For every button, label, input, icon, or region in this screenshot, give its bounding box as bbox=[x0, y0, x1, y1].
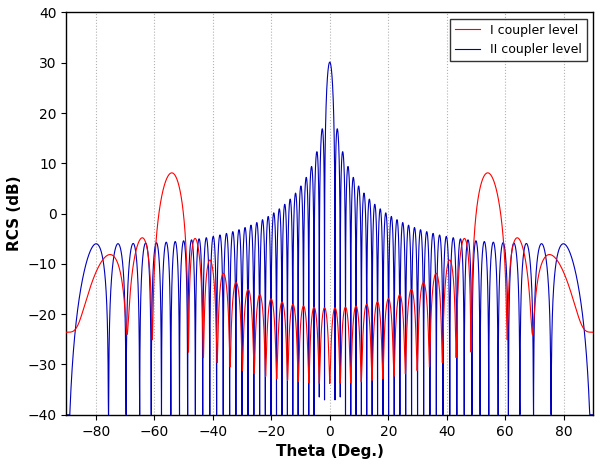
II coupler level bbox=[370, 233, 377, 239]
I coupler level bbox=[326, 381, 334, 386]
I coupler level bbox=[370, 348, 377, 354]
II coupler level bbox=[334, 128, 341, 134]
II coupler level bbox=[63, 412, 70, 418]
I coupler level bbox=[334, 322, 341, 328]
II coupler level bbox=[263, 226, 271, 232]
I coupler level bbox=[263, 336, 271, 341]
Line: II coupler level: II coupler level bbox=[67, 62, 593, 415]
Y-axis label: RCS (dB): RCS (dB) bbox=[7, 176, 22, 251]
Line: I coupler level: I coupler level bbox=[67, 173, 593, 384]
II coupler level bbox=[326, 59, 334, 65]
II coupler level bbox=[320, 195, 328, 200]
X-axis label: Theta (Deg.): Theta (Deg.) bbox=[276, 444, 384, 459]
I coupler level bbox=[63, 329, 70, 335]
Legend: I coupler level, II coupler level: I coupler level, II coupler level bbox=[450, 19, 587, 61]
I coupler level bbox=[168, 170, 175, 176]
I coupler level bbox=[320, 305, 328, 311]
II coupler level bbox=[552, 265, 559, 270]
I coupler level bbox=[589, 329, 596, 335]
I coupler level bbox=[552, 255, 559, 261]
I coupler level bbox=[87, 284, 94, 290]
II coupler level bbox=[87, 248, 94, 254]
II coupler level bbox=[589, 412, 596, 418]
